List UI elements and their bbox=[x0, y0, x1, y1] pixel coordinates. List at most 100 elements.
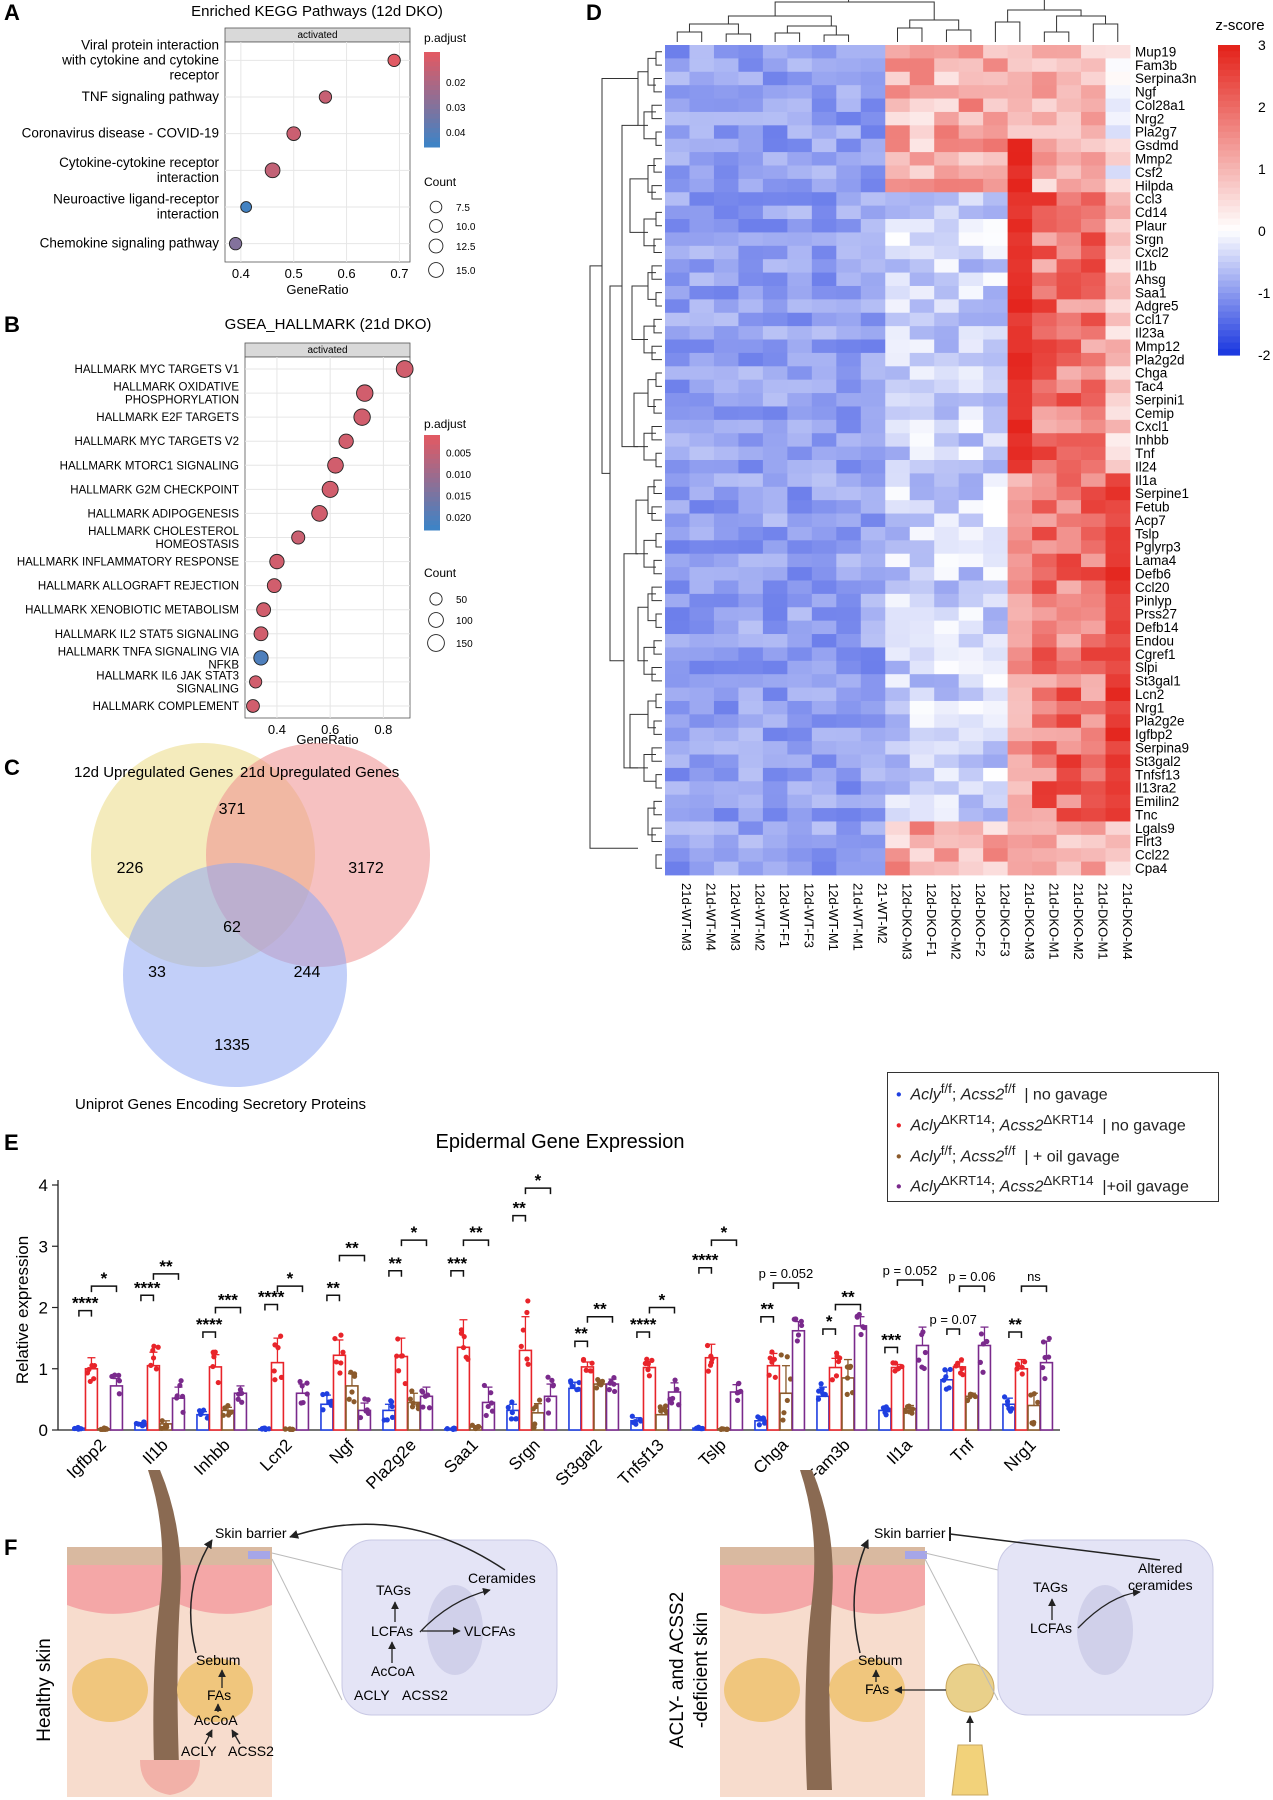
y-category-label: HALLMARK XENOBIOTIC METABOLISM bbox=[25, 605, 239, 617]
legend-suffix-2: | no gavage bbox=[1102, 1117, 1186, 1135]
heatmap-cell bbox=[983, 98, 1009, 113]
heatmap-cell bbox=[787, 178, 813, 193]
heatmap-cell bbox=[665, 71, 690, 86]
heatmap-cell bbox=[909, 647, 935, 662]
heatmap-cell bbox=[860, 125, 886, 140]
heatmap-cell bbox=[885, 634, 911, 648]
heatmap-cell bbox=[787, 85, 813, 99]
heatmap-cell bbox=[1056, 393, 1082, 407]
bar-mark bbox=[568, 1387, 582, 1431]
size-legend-label: 15.0 bbox=[456, 266, 476, 277]
heatmap-cell bbox=[762, 272, 788, 287]
heatmap-cell bbox=[958, 634, 984, 648]
heatmap-cell bbox=[983, 687, 1009, 702]
heatmap-row-label: Cxcl1 bbox=[1135, 419, 1169, 434]
heatmap-cell bbox=[762, 71, 788, 86]
data-point bbox=[704, 1342, 711, 1349]
heatmap-cell bbox=[958, 71, 984, 86]
heatmap-cell bbox=[885, 45, 911, 59]
heatmap-col-label: 12d-WT-F1 bbox=[777, 883, 792, 948]
heatmap-col-label: 21-WT-M2 bbox=[875, 883, 890, 944]
colorbar-segment bbox=[424, 511, 440, 517]
heatmap-cell bbox=[1056, 794, 1082, 809]
row-dendrogram-branch bbox=[601, 77, 638, 474]
colorbar-tick-label: 0.02 bbox=[446, 78, 466, 89]
data-point bbox=[1040, 1364, 1046, 1371]
heatmap-cell bbox=[860, 85, 886, 99]
heatmap-cell bbox=[958, 767, 984, 782]
hair-shaft bbox=[148, 1470, 181, 1790]
significance-bracket bbox=[214, 1306, 242, 1314]
heatmap-cell bbox=[738, 419, 764, 434]
legend-gene1-4: Acly bbox=[910, 1178, 941, 1196]
heatmap-row-label: Tac4 bbox=[1135, 379, 1164, 394]
heatmap-cell bbox=[909, 540, 935, 555]
heatmap-cell bbox=[1056, 299, 1082, 314]
def-skin-barrier-label: Skin barrier bbox=[874, 1525, 946, 1541]
heatmap-cell bbox=[1056, 834, 1082, 849]
heatmap-cell bbox=[836, 500, 862, 514]
heatmap-cell bbox=[738, 714, 764, 729]
heatmap-cell bbox=[983, 593, 1009, 608]
heatmap-cell bbox=[738, 861, 764, 876]
significance-bracket bbox=[698, 1266, 713, 1274]
data-point bbox=[419, 1388, 425, 1394]
heatmap-cell bbox=[689, 794, 715, 809]
heatmap-row-label: Ccl22 bbox=[1135, 848, 1170, 863]
heatmap-cell bbox=[836, 125, 862, 140]
heatmap-cell bbox=[1007, 767, 1033, 782]
row-dendrogram-branch bbox=[637, 606, 648, 662]
heatmap-cell bbox=[836, 245, 862, 260]
venn-count-12d-uniprot: 33 bbox=[148, 964, 166, 981]
zscale-tick-label: 2 bbox=[1258, 99, 1266, 115]
significance-label: ** bbox=[841, 1287, 855, 1306]
heatmap-cell bbox=[860, 205, 886, 220]
significance-bracket bbox=[326, 1294, 341, 1302]
heatmap-cell bbox=[762, 419, 788, 434]
colorbar-segment bbox=[424, 99, 440, 105]
heatmap-cell bbox=[787, 111, 813, 126]
bar-mark bbox=[853, 1325, 868, 1431]
colorbar-segment bbox=[424, 449, 440, 455]
heatmap-cell bbox=[811, 232, 837, 247]
data-point bbox=[645, 1367, 651, 1373]
heatmap-cell bbox=[689, 634, 715, 648]
heatmap-cell bbox=[1056, 473, 1082, 488]
data-point bbox=[705, 1368, 711, 1374]
heatmap-cell bbox=[762, 446, 788, 461]
heatmap-cell bbox=[934, 433, 960, 448]
heatmap-cell bbox=[1056, 660, 1082, 675]
heatmap-cell bbox=[811, 419, 837, 434]
heatmap-cell bbox=[713, 687, 739, 702]
heatmap-cell bbox=[1081, 205, 1106, 220]
heatmap-cell bbox=[836, 259, 862, 273]
heatmap-cell bbox=[1007, 808, 1033, 822]
heatmap-cell bbox=[860, 647, 886, 662]
size-legend-circle bbox=[428, 262, 444, 278]
heatmap-cell bbox=[1105, 727, 1131, 742]
heatmap-col-label: 21d-DKO-M1 bbox=[1095, 883, 1110, 960]
heatmap-cell bbox=[762, 152, 788, 166]
heatmap-row bbox=[665, 687, 1131, 702]
heatmap-cell bbox=[836, 607, 862, 622]
heatmap-cell bbox=[1032, 406, 1057, 421]
heatmap-cell bbox=[1056, 848, 1082, 863]
heatmap-cell bbox=[689, 192, 715, 207]
heatmap-cell bbox=[1007, 138, 1033, 153]
heatmap-cell bbox=[762, 674, 788, 688]
heatmap-cell bbox=[665, 85, 690, 99]
heatmap-cell bbox=[811, 486, 837, 501]
heatmap-cell bbox=[1007, 848, 1033, 863]
significance-label: * bbox=[826, 1312, 833, 1331]
heatmap-row bbox=[665, 178, 1131, 193]
heatmap-cell bbox=[1007, 312, 1033, 327]
zscale-segment bbox=[1218, 88, 1240, 96]
heatmap-cell bbox=[860, 473, 886, 488]
data-point bbox=[415, 1406, 421, 1412]
heatmap-cell bbox=[665, 741, 690, 755]
colorbar-segment bbox=[424, 118, 440, 124]
heatmap-cell bbox=[762, 85, 788, 99]
significance-label: ** bbox=[761, 1300, 775, 1319]
heatmap-row-label: Lama4 bbox=[1135, 553, 1177, 568]
heatmap-row bbox=[665, 767, 1131, 782]
